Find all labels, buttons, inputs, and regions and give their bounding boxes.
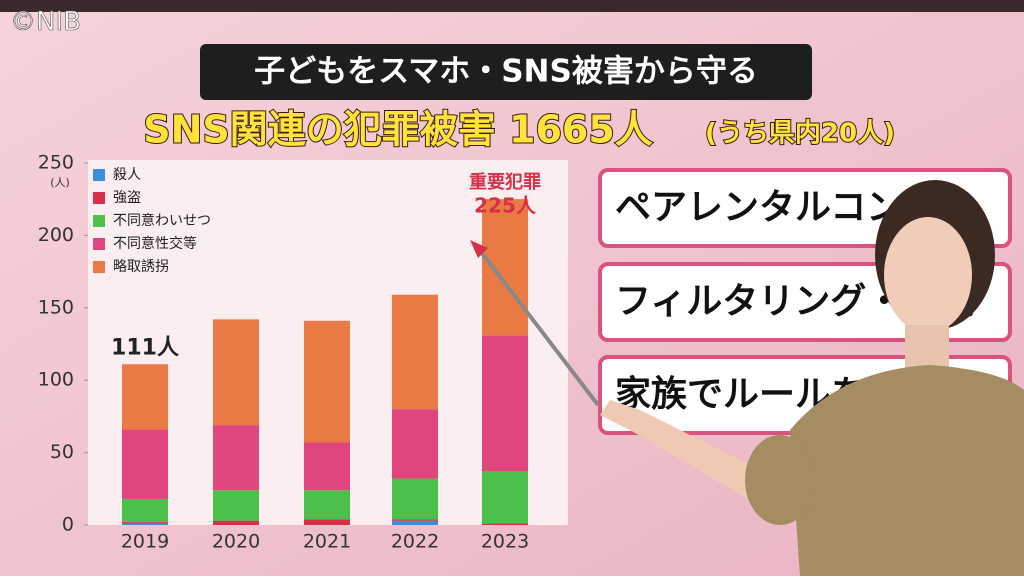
face bbox=[884, 217, 972, 333]
legend-label: 殺人 bbox=[113, 167, 141, 183]
sleeve bbox=[745, 435, 815, 525]
y-tick-label: 200 bbox=[38, 224, 74, 246]
headline: 子どもをスマホ・SNS被害から守る bbox=[254, 54, 758, 90]
chart: 0 50 100 150 200 250 (人) 2019 2020 2021 2022 2023 殺人… bbox=[38, 152, 541, 553]
pointer-tip bbox=[470, 240, 488, 258]
bar-segment bbox=[122, 522, 168, 524]
bar-segment bbox=[304, 442, 350, 491]
bar-segment bbox=[392, 478, 438, 520]
x-tick-label: 2020 bbox=[212, 531, 260, 553]
y-tick-label: 100 bbox=[38, 369, 74, 391]
bar-segment bbox=[122, 498, 168, 523]
x-tick-label: 2019 bbox=[121, 531, 169, 553]
pointer bbox=[476, 246, 600, 407]
x-tick-label: 2022 bbox=[391, 531, 439, 553]
bar-segment bbox=[392, 519, 438, 521]
top-bar bbox=[0, 0, 1024, 12]
bar-segment bbox=[213, 490, 259, 521]
headline-box bbox=[200, 44, 812, 100]
y-tick-label: 0 bbox=[62, 514, 74, 536]
x-tick-label: 2021 bbox=[303, 531, 351, 553]
bar-segment bbox=[304, 490, 350, 520]
bar-segment bbox=[392, 409, 438, 479]
annotation: 111人 bbox=[111, 335, 179, 360]
bar-segment bbox=[122, 523, 168, 525]
legend-label: 不同意性交等 bbox=[113, 235, 197, 252]
bar-segment bbox=[392, 520, 438, 525]
legend-label: 強盗 bbox=[113, 190, 141, 206]
bar-segment bbox=[304, 519, 350, 525]
shirt bbox=[790, 365, 1024, 576]
bar-segment bbox=[482, 199, 528, 336]
annotation: 重要犯罪 bbox=[469, 171, 541, 193]
bar-segment bbox=[392, 294, 438, 410]
annotation: 225人 bbox=[474, 194, 537, 218]
legend-swatch bbox=[93, 192, 105, 204]
legend-swatch bbox=[93, 215, 105, 227]
watermark: ©NIB bbox=[10, 7, 81, 37]
bar-segment bbox=[213, 425, 259, 491]
bar-segment bbox=[122, 429, 168, 499]
legend-label: 不同意わいせつ bbox=[113, 212, 211, 229]
y-unit: (人) bbox=[50, 176, 70, 189]
legend-label: 略取誘拐 bbox=[113, 259, 169, 275]
bar-segment bbox=[213, 520, 259, 525]
bar-segment bbox=[122, 364, 168, 430]
subnote: (うち県内20人) bbox=[705, 119, 895, 149]
legend-swatch bbox=[93, 238, 105, 250]
legend-swatch bbox=[93, 261, 105, 273]
bar-segment bbox=[482, 335, 528, 472]
presenter bbox=[600, 180, 1024, 576]
legend-swatch bbox=[93, 169, 105, 181]
bar-segment bbox=[482, 471, 528, 524]
bar-segment bbox=[213, 319, 259, 426]
bar-segment bbox=[482, 523, 528, 525]
arm bbox=[600, 400, 760, 500]
x-tick-label: 2023 bbox=[481, 531, 529, 553]
y-tick-label: 50 bbox=[50, 441, 74, 463]
y-tick-label: 150 bbox=[38, 296, 74, 318]
subheadline: SNS関連の犯罪被害 1665人 bbox=[143, 108, 653, 152]
y-tick-label: 250 bbox=[38, 152, 74, 174]
bar-segment bbox=[304, 320, 350, 443]
